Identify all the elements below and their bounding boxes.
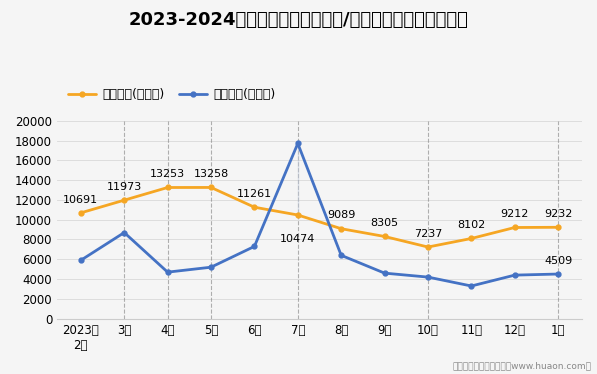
出口总额(万美元) bbox=[164, 185, 171, 190]
出口总额(万美元) bbox=[251, 205, 258, 209]
Text: 9232: 9232 bbox=[544, 209, 573, 219]
出口总额(万美元) bbox=[555, 225, 562, 230]
Line: 出口总额(万美元): 出口总额(万美元) bbox=[78, 185, 561, 249]
Text: 9089: 9089 bbox=[327, 210, 355, 220]
Text: 11261: 11261 bbox=[237, 189, 272, 199]
出口总额(万美元) bbox=[381, 234, 388, 239]
进口总额(万美元) bbox=[468, 284, 475, 288]
出口总额(万美元) bbox=[207, 185, 214, 190]
进口总额(万美元) bbox=[251, 244, 258, 249]
进口总额(万美元) bbox=[164, 270, 171, 275]
Text: 11973: 11973 bbox=[107, 182, 142, 192]
Text: 13253: 13253 bbox=[150, 169, 185, 179]
出口总额(万美元) bbox=[294, 213, 301, 217]
Text: 13258: 13258 bbox=[193, 169, 229, 179]
进口总额(万美元) bbox=[511, 273, 518, 278]
出口总额(万美元) bbox=[468, 236, 475, 241]
Text: 7237: 7237 bbox=[414, 229, 442, 239]
Text: 制图：华经产业研究院（www.huaon.com）: 制图：华经产业研究院（www.huaon.com） bbox=[452, 361, 591, 370]
出口总额(万美元) bbox=[424, 245, 432, 249]
Text: 10474: 10474 bbox=[280, 234, 315, 245]
Text: 2023-2024年银川市（境内目的地/货源地）进、出口额统计: 2023-2024年银川市（境内目的地/货源地）进、出口额统计 bbox=[128, 11, 469, 29]
Text: 10691: 10691 bbox=[63, 194, 99, 205]
出口总额(万美元) bbox=[338, 227, 345, 231]
进口总额(万美元) bbox=[207, 265, 214, 269]
进口总额(万美元) bbox=[294, 141, 301, 146]
Line: 进口总额(万美元): 进口总额(万美元) bbox=[78, 141, 561, 288]
出口总额(万美元) bbox=[77, 211, 84, 215]
出口总额(万美元) bbox=[121, 198, 128, 202]
进口总额(万美元) bbox=[77, 258, 84, 263]
进口总额(万美元) bbox=[381, 271, 388, 275]
Text: 4509: 4509 bbox=[544, 256, 573, 266]
Text: 8102: 8102 bbox=[457, 220, 485, 230]
进口总额(万美元) bbox=[338, 253, 345, 258]
进口总额(万美元) bbox=[555, 272, 562, 276]
进口总额(万美元) bbox=[424, 275, 432, 279]
Legend: 出口总额(万美元), 进口总额(万美元): 出口总额(万美元), 进口总额(万美元) bbox=[63, 83, 280, 107]
Text: 9212: 9212 bbox=[500, 209, 529, 219]
进口总额(万美元) bbox=[121, 230, 128, 235]
Text: 8305: 8305 bbox=[371, 218, 399, 228]
出口总额(万美元) bbox=[511, 225, 518, 230]
